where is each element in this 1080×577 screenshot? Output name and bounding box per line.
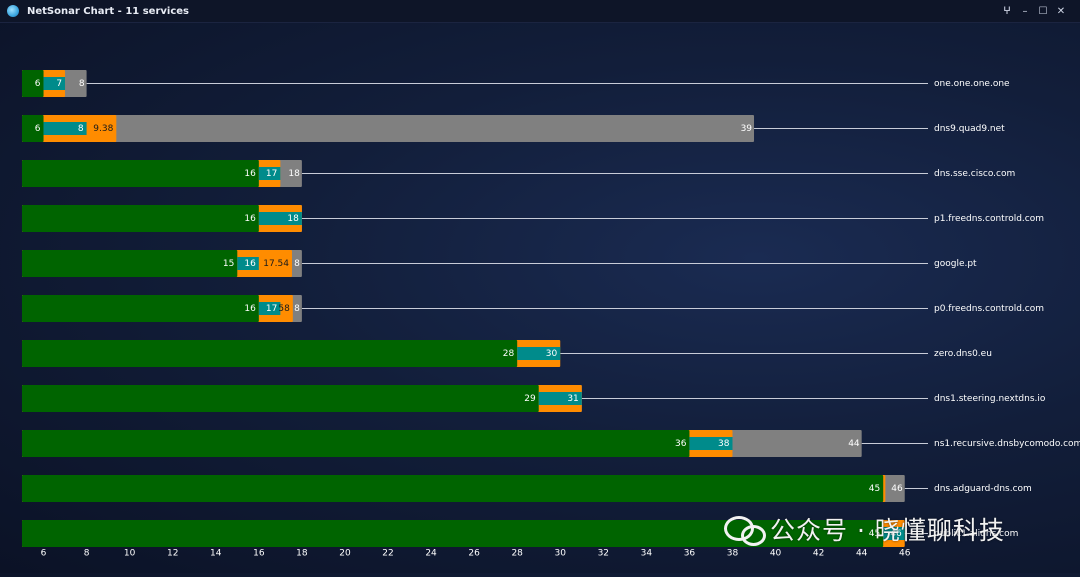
avg-value-label: 9.38 <box>93 124 113 134</box>
max-value-label: 8 <box>79 79 85 89</box>
min-value-label: 45 <box>869 529 880 539</box>
max-value-label: 46 <box>891 484 903 494</box>
x-tick-label: 40 <box>770 549 782 559</box>
x-tick-label: 12 <box>167 549 178 559</box>
minimize-button[interactable]: – <box>1022 5 1028 17</box>
jitter-bar <box>43 77 66 90</box>
watermark-text: 公众号 · 晓懂聊科技 <box>770 516 1005 545</box>
min-value-label: 16 <box>244 304 256 314</box>
min-value-label: 15 <box>223 259 234 269</box>
host-label: google.pt <box>934 259 977 269</box>
window-title: NetSonar Chart - 11 services <box>27 5 189 17</box>
x-tick-label: 20 <box>339 549 351 559</box>
watermark: 公众号 · 晓懂聊科技 <box>724 512 1005 546</box>
min-bar <box>22 205 259 232</box>
window-controls: ⵖ – ☐ ✕ <box>998 0 1070 22</box>
min-bar <box>22 160 259 187</box>
jitter-bar <box>43 122 87 135</box>
jitter-value-label: 31 <box>567 394 578 404</box>
jitter-value-label: 30 <box>546 349 558 359</box>
max-value-label: 44 <box>848 439 860 449</box>
min-value-label: 6 <box>35 79 41 89</box>
host-label: public1.alidns.com <box>934 529 1018 539</box>
x-tick-label: 22 <box>382 549 393 559</box>
latency-chart-svg: 6 7 8 one.one.one.one 6 8 9.38 39 dns9.quad9.net… <box>22 70 1080 559</box>
host-label: dns9.quad9.net <box>934 124 1005 134</box>
maximize-button[interactable]: ☐ <box>1038 5 1048 17</box>
min-value-label: 28 <box>503 349 515 359</box>
x-tick-label: 26 <box>468 549 480 559</box>
jitter-bar <box>258 167 281 180</box>
jitter-bar <box>258 212 302 225</box>
min-value-label: 29 <box>524 394 536 404</box>
host-label: one.one.one.one <box>934 79 1010 89</box>
min-value-label: 16 <box>244 169 256 179</box>
jitter-bar <box>237 257 259 270</box>
host-label: zero.dns0.eu <box>934 349 992 359</box>
x-tick-label: 44 <box>856 549 868 559</box>
min-bar <box>22 385 539 412</box>
host-label: ns1.recursive.dnsbycomodo.com <box>934 439 1080 449</box>
min-bar <box>22 475 884 502</box>
host-label: dns1.steering.nextdns.io <box>934 394 1046 404</box>
min-bar <box>22 340 518 367</box>
jitter-bar <box>258 302 281 315</box>
jitter-value-label: 17 <box>266 169 277 179</box>
jitter-value-label: 7 <box>56 79 62 89</box>
x-tick-label: 28 <box>511 549 523 559</box>
avg-value-label: 17.54 <box>263 259 289 269</box>
jitter-value-label: 17 <box>266 304 277 314</box>
max-bar <box>22 115 755 142</box>
x-tick-label: 18 <box>296 549 308 559</box>
max-value-label: 8 <box>294 259 300 269</box>
x-tick-label: 34 <box>641 549 653 559</box>
min-bar <box>22 250 238 277</box>
x-tick-label: 16 <box>253 549 265 559</box>
pin-icon[interactable]: ⵖ <box>1003 5 1011 17</box>
min-value-label: 16 <box>244 214 256 224</box>
latency-chart: 6 7 8 one.one.one.one 6 8 9.38 39 dns9.quad9.net… <box>0 22 1080 573</box>
jitter-value-label: 46 <box>890 529 902 539</box>
max-value-label: 39 <box>741 124 753 134</box>
x-tick-label: 46 <box>899 549 911 559</box>
x-tick-label: 10 <box>124 549 136 559</box>
x-tick-label: 38 <box>727 549 739 559</box>
close-button[interactable]: ✕ <box>1056 5 1066 17</box>
x-tick-label: 30 <box>555 549 567 559</box>
window-titlebar: NetSonar Chart - 11 services ⵖ – ☐ ✕ <box>0 0 1080 23</box>
wechat-logo-icon <box>724 514 766 546</box>
min-bar <box>22 70 44 97</box>
min-value-label: 45 <box>869 484 880 494</box>
jitter-value-label: 16 <box>244 259 256 269</box>
host-label: p0.freedns.controld.com <box>934 304 1044 314</box>
host-label: p1.freedns.controld.com <box>934 214 1044 224</box>
x-tick-label: 36 <box>684 549 696 559</box>
x-tick-label: 14 <box>210 549 222 559</box>
jitter-bar <box>883 527 905 540</box>
min-value-label: 36 <box>675 439 687 449</box>
x-tick-label: 6 <box>41 549 47 559</box>
jitter-bar <box>538 392 582 405</box>
max-value-label: 18 <box>288 169 300 179</box>
x-tick-label: 8 <box>84 549 90 559</box>
min-bar <box>22 295 259 322</box>
avg-value-label: 58 <box>278 304 290 314</box>
min-bar <box>22 520 884 547</box>
jitter-value-label: 38 <box>718 439 730 449</box>
x-tick-label: 24 <box>425 549 437 559</box>
min-bar <box>22 430 690 457</box>
x-tick-label: 32 <box>598 549 609 559</box>
jitter-bar <box>689 437 733 450</box>
x-tick-label: 42 <box>813 549 824 559</box>
app-logo-icon <box>7 5 19 17</box>
jitter-value-label: 18 <box>287 214 299 224</box>
min-bar <box>22 115 44 142</box>
max-value-label: 8 <box>294 304 300 314</box>
host-label: dns.sse.cisco.com <box>934 169 1015 179</box>
jitter-bar <box>517 347 561 360</box>
jitter-value-label: 8 <box>78 124 84 134</box>
host-label: dns.adguard-dns.com <box>934 484 1032 494</box>
min-value-label: 6 <box>35 124 41 134</box>
